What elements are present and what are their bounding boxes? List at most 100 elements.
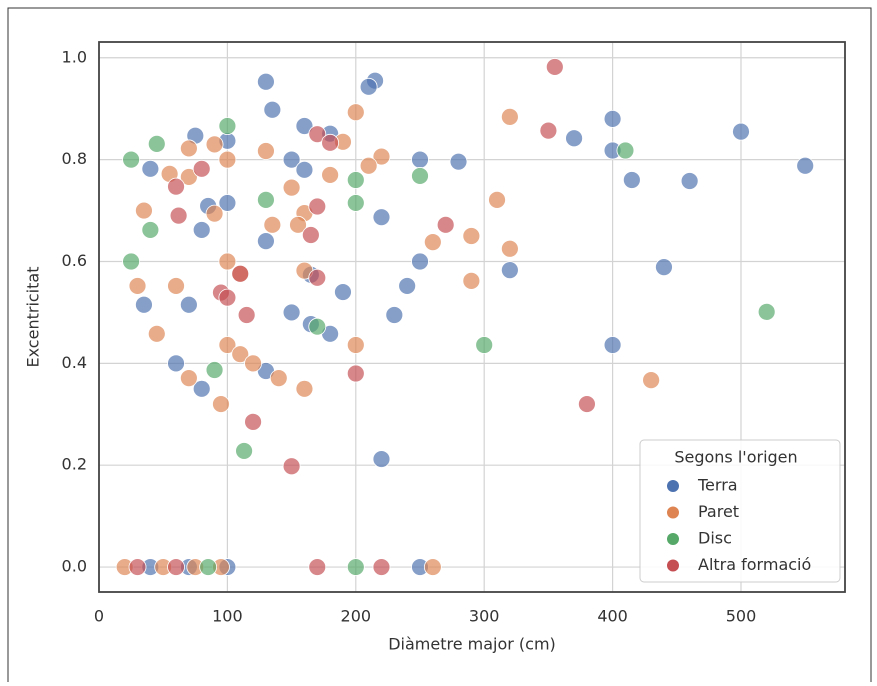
- point: [545, 58, 564, 76]
- point: [141, 159, 160, 178]
- point: [179, 168, 198, 186]
- point: [128, 558, 147, 576]
- legend-marker: [667, 533, 679, 545]
- point: [282, 457, 301, 476]
- legend-marker: [667, 480, 679, 492]
- point: [321, 133, 340, 152]
- point: [616, 141, 635, 160]
- legend-title: Segons l'origen: [674, 448, 797, 467]
- point: [179, 139, 198, 158]
- point: [500, 239, 519, 258]
- point: [192, 159, 211, 178]
- point: [622, 171, 641, 189]
- point: [411, 167, 429, 185]
- legend-label: Altra formació: [698, 555, 811, 574]
- point: [269, 369, 288, 388]
- point: [257, 142, 275, 160]
- legend-box: [639, 439, 841, 583]
- point: [732, 122, 750, 141]
- point: [218, 194, 237, 212]
- legend: Segons l'origen Terra Paret Disc Altra form…: [639, 439, 841, 583]
- x-tick-label: 400: [597, 607, 628, 626]
- point: [218, 336, 237, 354]
- plot-border: [98, 41, 846, 593]
- point: [308, 317, 327, 336]
- point: [346, 336, 365, 354]
- point: [796, 156, 815, 175]
- point: [308, 197, 327, 216]
- point: [462, 227, 481, 245]
- point: [282, 303, 301, 322]
- point: [289, 215, 307, 234]
- point: [257, 232, 275, 251]
- y-tick-label: 0.2: [62, 455, 87, 474]
- point: [359, 156, 378, 175]
- point: [218, 288, 237, 307]
- point: [372, 208, 391, 227]
- point: [411, 252, 429, 271]
- point: [488, 190, 506, 209]
- point: [167, 177, 185, 196]
- point: [757, 303, 776, 321]
- y-tick-label: 1.0: [62, 47, 87, 66]
- y-tick-label: 0.0: [62, 557, 87, 576]
- point: [282, 178, 301, 197]
- point: [122, 150, 140, 169]
- legend-label: Paret: [698, 502, 739, 521]
- point: [192, 221, 211, 239]
- point: [423, 233, 442, 252]
- point: [167, 558, 185, 576]
- point: [475, 336, 494, 354]
- point: [282, 150, 301, 169]
- y-axis-label: Excentricitat: [24, 267, 43, 368]
- point: [603, 336, 622, 354]
- point: [603, 109, 622, 128]
- point: [346, 171, 365, 189]
- point: [346, 194, 365, 212]
- legend-marker: [667, 506, 679, 519]
- point: [179, 295, 198, 314]
- point: [680, 172, 699, 190]
- point: [237, 306, 256, 324]
- point: [167, 277, 185, 295]
- point: [235, 442, 253, 460]
- point: [500, 261, 519, 280]
- point: [346, 558, 365, 576]
- point: [462, 271, 481, 290]
- point: [301, 226, 320, 244]
- point: [257, 72, 275, 91]
- point: [500, 107, 519, 126]
- point: [263, 100, 282, 119]
- point: [308, 125, 327, 144]
- point: [199, 558, 218, 576]
- point: [346, 364, 365, 383]
- point: [244, 354, 262, 373]
- legend-label: Disc: [698, 529, 732, 548]
- point: [135, 295, 153, 314]
- legend-marker: [667, 559, 679, 572]
- point: [321, 166, 340, 184]
- point: [212, 395, 230, 413]
- point: [218, 150, 237, 169]
- point: [308, 558, 327, 576]
- point: [411, 150, 429, 169]
- point: [295, 379, 314, 398]
- point: [179, 369, 198, 388]
- point: [244, 413, 262, 431]
- point: [308, 268, 327, 287]
- y-tick-label: 0.6: [62, 251, 87, 270]
- point: [122, 252, 140, 271]
- point: [295, 160, 314, 179]
- point: [539, 121, 558, 140]
- points: [115, 58, 815, 576]
- x-tick-label: 100: [212, 607, 243, 626]
- point: [231, 345, 250, 364]
- point: [205, 361, 224, 379]
- point: [205, 135, 224, 154]
- point: [642, 371, 661, 390]
- point: [205, 204, 224, 223]
- point: [169, 206, 188, 225]
- point: [423, 558, 442, 576]
- point: [372, 558, 391, 576]
